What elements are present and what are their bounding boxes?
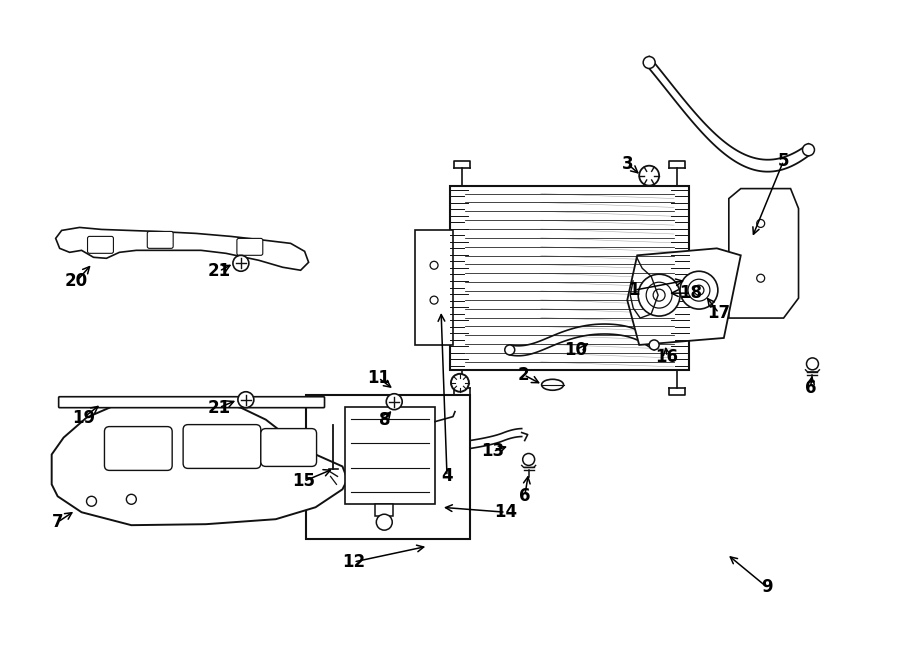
Circle shape (639, 166, 659, 186)
Text: 8: 8 (379, 410, 390, 428)
FancyBboxPatch shape (237, 239, 263, 255)
Circle shape (430, 296, 438, 304)
Circle shape (803, 144, 815, 156)
Text: 21: 21 (207, 262, 230, 280)
Text: 14: 14 (494, 503, 518, 522)
Bar (375, 504, 393, 516)
Text: 7: 7 (52, 513, 64, 531)
Circle shape (649, 340, 659, 350)
Polygon shape (729, 188, 798, 318)
Text: 6: 6 (519, 487, 530, 505)
FancyBboxPatch shape (58, 397, 325, 408)
Text: 9: 9 (760, 578, 772, 596)
Circle shape (757, 274, 765, 282)
Polygon shape (56, 227, 309, 270)
Polygon shape (627, 249, 741, 345)
Circle shape (376, 514, 392, 530)
Text: 20: 20 (65, 272, 88, 290)
Circle shape (451, 374, 469, 392)
Ellipse shape (542, 379, 563, 390)
Bar (450, 186, 689, 370)
Text: 12: 12 (342, 553, 365, 571)
Text: 5: 5 (778, 152, 789, 170)
Text: 3: 3 (621, 155, 633, 173)
Text: 18: 18 (680, 284, 703, 302)
Text: 21: 21 (207, 399, 230, 416)
Circle shape (430, 261, 438, 269)
Bar (346, 407, 435, 504)
Circle shape (694, 285, 704, 295)
Circle shape (233, 255, 248, 271)
FancyBboxPatch shape (87, 237, 113, 253)
Bar (306, 395, 470, 539)
Text: 17: 17 (707, 304, 731, 322)
Circle shape (644, 56, 655, 69)
Circle shape (757, 219, 765, 227)
Circle shape (238, 392, 254, 408)
Text: 16: 16 (655, 348, 679, 366)
Text: 6: 6 (805, 379, 816, 397)
Circle shape (86, 496, 96, 506)
Circle shape (806, 358, 818, 370)
Circle shape (386, 394, 402, 410)
Circle shape (653, 289, 665, 301)
Circle shape (523, 453, 535, 465)
FancyBboxPatch shape (183, 424, 261, 469)
Circle shape (680, 271, 718, 309)
Polygon shape (51, 400, 347, 525)
Text: 13: 13 (482, 442, 504, 461)
Circle shape (638, 274, 680, 316)
Circle shape (688, 279, 710, 301)
Text: 15: 15 (292, 473, 315, 490)
Circle shape (126, 494, 136, 504)
Text: 10: 10 (564, 341, 587, 359)
Text: 2: 2 (518, 366, 529, 384)
FancyBboxPatch shape (261, 428, 317, 467)
Text: 19: 19 (72, 408, 95, 426)
Text: 11: 11 (367, 369, 390, 387)
Text: 1: 1 (628, 281, 640, 299)
Bar (415, 231, 453, 345)
FancyBboxPatch shape (104, 426, 172, 471)
Circle shape (646, 282, 672, 308)
FancyBboxPatch shape (148, 231, 173, 249)
Text: 4: 4 (441, 467, 453, 485)
Circle shape (505, 345, 515, 355)
